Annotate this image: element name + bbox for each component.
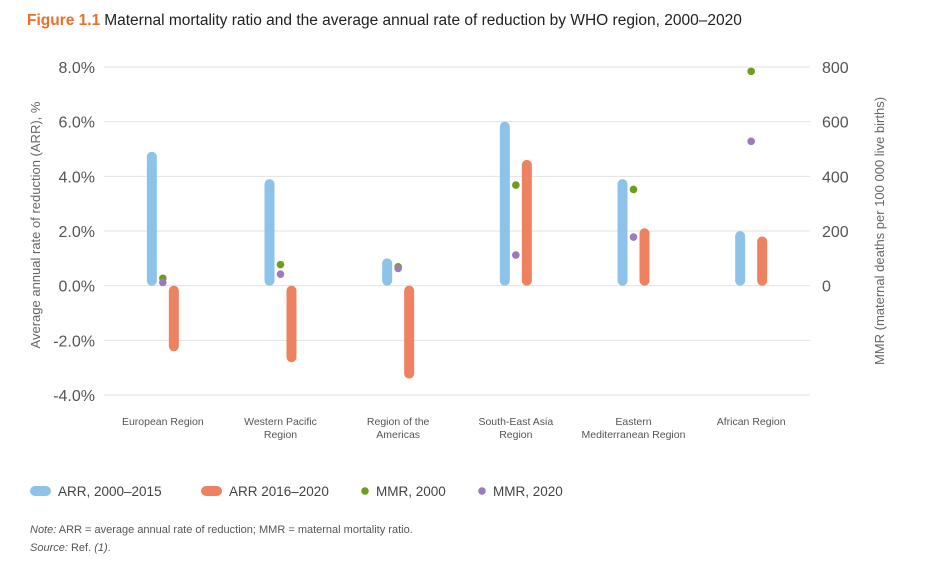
y-left-tick-label: -4.0%	[53, 388, 95, 405]
legend-swatch-mmr-2020	[478, 487, 486, 495]
legend-swatch-mmr-2000	[361, 487, 369, 495]
legend-label-mmr-2020: MMR, 2020	[493, 484, 563, 499]
x-category-label: Western Pacific	[244, 416, 317, 428]
point-mmr-2000	[629, 185, 638, 194]
bar-arr-2016-2020	[757, 236, 768, 286]
figure-number: Figure 1.1	[27, 12, 101, 29]
bar-arr-2000-2015	[382, 258, 393, 286]
bar-arr-2016-2020	[168, 285, 179, 352]
point-mmr-2020	[159, 278, 167, 287]
bar-arr-2000-2015	[264, 179, 275, 286]
point-mmr-2020	[629, 233, 638, 241]
bar-arr-2016-2020	[639, 228, 650, 286]
y-left-tick-label: -2.0%	[53, 333, 95, 350]
x-category-label: European Region	[122, 416, 204, 428]
point-mmr-2020	[394, 264, 402, 273]
bar-arr-2016-2020	[521, 159, 532, 286]
y-right-tick-label: 200	[822, 224, 849, 241]
figure-title-text: Maternal mortality ratio and the average…	[104, 12, 742, 29]
bar-arr-2016-2020	[286, 285, 297, 363]
x-category-label: South-East Asia	[478, 416, 553, 428]
y-left-tick-label: 2.0%	[59, 224, 95, 241]
point-mmr-2020	[276, 270, 285, 278]
bar-arr-2000-2015	[617, 179, 628, 286]
point-mmr-2000	[747, 67, 755, 76]
source-line: Source: Ref. (1).	[30, 539, 413, 557]
source-label: Source:	[30, 542, 68, 554]
y-left-tick-label: 6.0%	[59, 115, 95, 132]
figure-title: Figure 1.1 Maternal mortality ratio and t…	[27, 12, 742, 30]
x-category-label: Region of the	[367, 416, 430, 428]
x-category-label: Region	[499, 429, 532, 441]
source-text: Ref.	[67, 542, 95, 554]
bar-arr-2000-2015	[735, 231, 746, 286]
x-category-label: Region	[264, 429, 297, 441]
bar-arr-2000-2015	[499, 121, 510, 286]
source-ref: (1)	[94, 542, 108, 554]
y-left-tick-label: 8.0%	[59, 60, 95, 77]
point-mmr-2020	[747, 137, 755, 146]
source-end: .	[107, 542, 111, 554]
legend-swatch-arr-2016-2020	[201, 486, 222, 496]
note-text: ARR = average annual rate of reduction; …	[56, 524, 413, 536]
x-category-label: Americas	[376, 429, 420, 441]
x-category-label: African Region	[717, 416, 786, 428]
legend-label-arr-2016-2020: ARR 2016–2020	[229, 484, 329, 499]
bar-arr-2016-2020	[404, 285, 415, 379]
point-mmr-2000	[276, 260, 285, 269]
y-right-tick-label: 0	[822, 279, 831, 296]
point-mmr-2000	[512, 181, 520, 189]
y-left-tick-label: 4.0%	[59, 169, 95, 186]
x-category-label: Eastern	[615, 416, 651, 428]
legend-label-mmr-2000: MMR, 2000	[376, 484, 446, 499]
y-right-tick-label: 400	[822, 169, 849, 186]
y-left-tick-label: 0.0%	[59, 279, 95, 296]
y-left-axis-title: Average annual rate of reduction (ARR), …	[28, 101, 43, 348]
legend-label-arr-2000-2015: ARR, 2000–2015	[58, 484, 162, 499]
bar-arr-2000-2015	[146, 151, 157, 286]
point-mmr-2020	[512, 251, 520, 259]
legend-swatch-arr-2000-2015	[30, 486, 51, 496]
x-category-label: Mediterranean Region	[582, 429, 686, 441]
note-label: Note:	[30, 524, 57, 536]
figure-notes: Note: ARR = average annual rate of reduc…	[30, 521, 413, 557]
y-right-tick-label: 600	[822, 115, 849, 132]
y-right-tick-label: 800	[822, 60, 849, 77]
y-right-axis-title: MMR (maternal deaths per 100 000 live bi…	[872, 97, 887, 365]
note-line: Note: ARR = average annual rate of reduc…	[30, 521, 413, 539]
